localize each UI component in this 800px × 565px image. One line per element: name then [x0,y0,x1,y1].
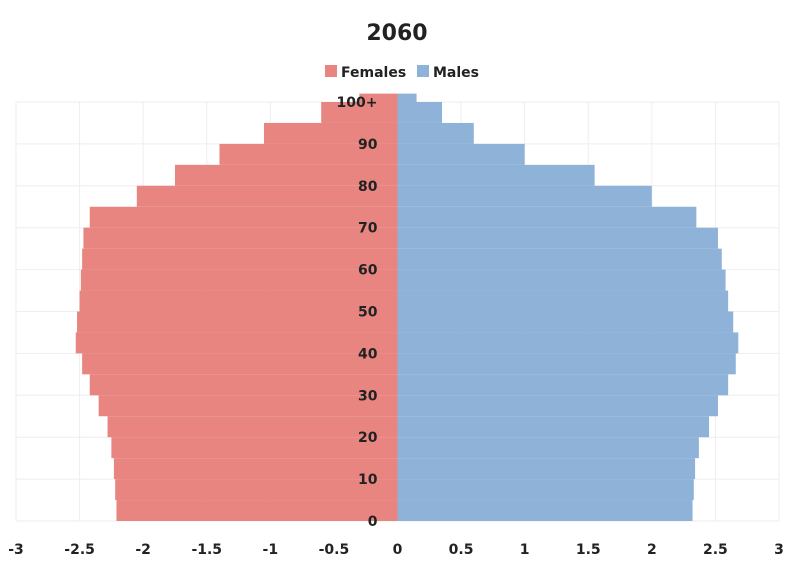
x-tick-label-12: 3 [774,542,784,558]
bar-females-age-20 [107,416,398,438]
y-tick-label-1: 10 [358,472,378,488]
x-tick-label-9: 1.5 [576,542,601,558]
bar-males-age-75 [397,185,652,207]
x-tick-label-11: 2.5 [703,542,728,558]
y-tick-label-0: 0 [368,514,378,530]
bar-females-age-40 [75,332,398,354]
y-tick-label-2: 20 [358,430,378,446]
bar-males-age-90 [397,122,474,144]
y-tick-label-8: 80 [358,179,378,195]
x-tick-label-5: -0.5 [319,542,350,558]
bar-females-age-35 [82,353,398,375]
bar-males-age-10 [397,458,696,480]
bar-males-age-55 [397,269,726,291]
y-tick-label-9: 90 [358,137,378,153]
bar-females-age-100 [359,93,398,102]
bar-females-age-65 [83,227,398,249]
chart-title: 2060 [366,21,427,46]
bar-females-age-90 [263,122,398,144]
bar-males-age-0 [397,500,693,521]
legend: Females Males [325,65,479,81]
bar-females-age-55 [80,269,398,291]
y-tick-label-6: 60 [358,263,378,279]
bar-females-age-0 [116,500,398,521]
bar-females-age-75 [136,185,398,207]
bar-females-age-15 [111,437,398,459]
y-tick-label-10: 100+ [337,95,378,111]
bar-females-age-30 [89,374,398,396]
x-tick-label-7: 0.5 [449,542,474,558]
legend-label-females: Females [341,65,406,81]
legend-swatch-females [325,65,337,77]
y-tick-label-7: 70 [358,221,378,237]
x-tick-label-0: -3 [8,542,24,558]
bar-males-age-85 [397,143,525,165]
legend-swatch-males [417,65,429,77]
bars [75,93,739,521]
bar-males-age-45 [397,311,734,333]
bar-females-age-45 [77,311,398,333]
bar-males-age-35 [397,353,736,375]
bar-females-age-95 [321,102,398,123]
legend-label-males: Males [433,65,479,81]
bar-males-age-70 [397,206,697,228]
x-tick-label-8: 1 [520,542,530,558]
y-tick-labels: 0 10 20 30 40 50 60 70 80 90 100+ [337,95,378,530]
bar-males-age-15 [397,437,699,459]
x-tick-label-6: 0 [393,542,403,558]
bar-males-age-20 [397,416,710,438]
x-tick-label-4: -1 [263,542,279,558]
x-tick-labels: -3 -2.5 -2 -1.5 -1 -0.5 0 0.5 1 1.5 2 2.5 3 [8,542,784,558]
bar-females-age-60 [82,248,398,270]
bar-males-age-5 [397,479,694,501]
bar-females-age-25 [98,395,398,417]
bar-males-age-30 [397,374,729,396]
bar-females-age-85 [219,143,398,165]
bar-males-age-25 [397,395,718,417]
bar-males-age-50 [397,290,729,312]
bar-females-age-70 [89,206,398,228]
bar-males-age-95 [397,102,443,123]
bar-females-age-50 [79,290,398,312]
y-tick-label-4: 40 [358,346,378,362]
bar-males-age-60 [397,248,722,270]
x-tick-label-2: -2 [135,542,151,558]
y-tick-label-5: 50 [358,305,378,321]
bar-males-age-65 [397,227,718,249]
x-tick-label-10: 2 [647,542,657,558]
bar-males-age-80 [397,164,595,186]
bar-males-age-100 [397,93,417,102]
bar-females-age-80 [174,164,398,186]
bar-females-age-10 [113,458,398,480]
x-tick-label-1: -2.5 [64,542,95,558]
y-tick-label-3: 30 [358,388,378,404]
bar-females-age-5 [115,479,398,501]
bar-males-age-40 [397,332,739,354]
x-tick-label-3: -1.5 [191,542,222,558]
